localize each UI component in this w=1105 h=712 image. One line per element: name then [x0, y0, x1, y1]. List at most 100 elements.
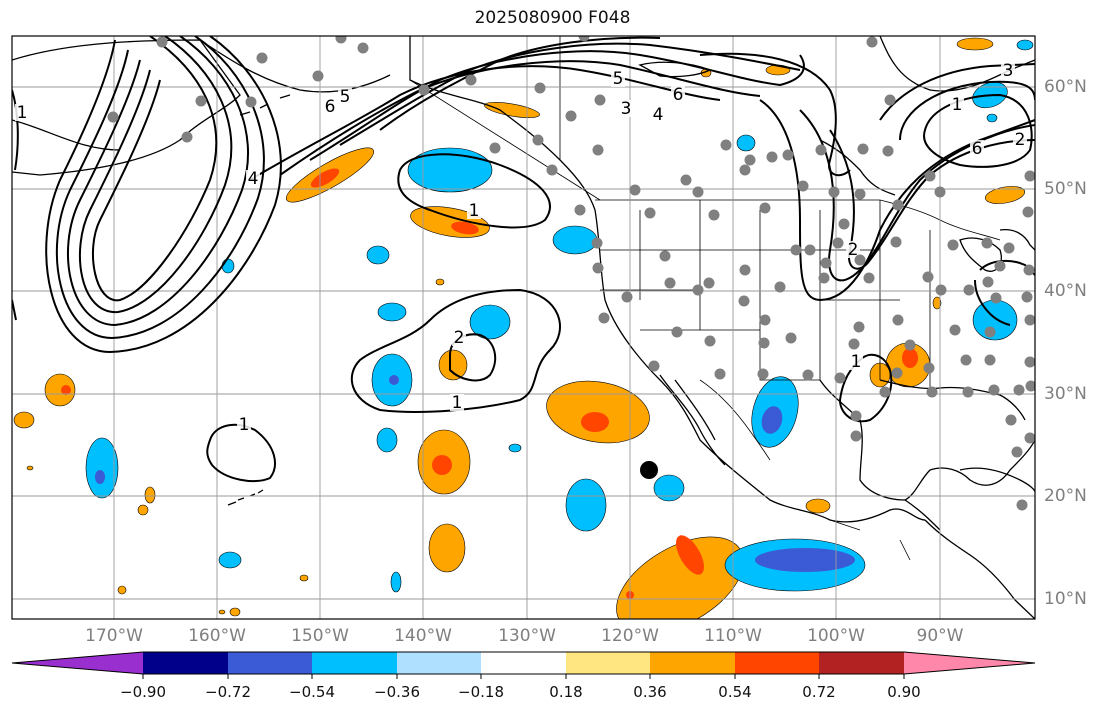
contour-label-background — [15, 104, 29, 121]
station-dot — [904, 339, 916, 351]
colorbar-tick: −0.18 — [458, 683, 504, 701]
station-dot — [592, 144, 604, 156]
negative-anomaly-area — [376, 427, 398, 453]
positive-anomaly-area — [546, 380, 650, 444]
station-dot — [720, 139, 732, 151]
station-dot — [782, 149, 794, 161]
negative-anomaly-area — [366, 245, 390, 265]
station-dot — [785, 332, 797, 344]
station-dot — [1023, 264, 1035, 276]
station-dot — [818, 272, 830, 284]
station-dot — [892, 199, 904, 211]
station-dot — [744, 154, 756, 166]
station-dot — [963, 284, 975, 296]
station-dot — [994, 260, 1006, 272]
station-dot — [926, 386, 938, 398]
negative-anomaly-area — [736, 134, 756, 152]
station-dot — [335, 36, 347, 44]
station-dot — [922, 271, 934, 283]
lon-label: 120°W — [601, 626, 659, 646]
lon-label: 170°W — [85, 626, 143, 646]
station-dot — [759, 314, 771, 326]
negative-anomaly-area — [552, 225, 598, 255]
station-dot — [107, 111, 119, 123]
negative-anomaly-area — [1016, 39, 1034, 51]
station-dot — [1003, 242, 1015, 254]
station-dot — [312, 70, 324, 82]
station-dot — [766, 151, 778, 163]
station-dot — [181, 131, 193, 143]
station-dot — [664, 277, 676, 289]
lat-label: 40°N — [1044, 281, 1087, 301]
station-dot — [680, 174, 692, 186]
station-dot — [1024, 356, 1035, 368]
contour-label: 5 — [340, 87, 351, 107]
positive-anomaly-area — [26, 465, 34, 471]
contour-label: 4 — [248, 169, 259, 189]
lon-label: 140°W — [394, 626, 452, 646]
colorbar-tick: 0.54 — [718, 683, 752, 701]
station-dot — [1024, 432, 1035, 444]
station-dot — [703, 277, 715, 289]
station-dot — [962, 386, 974, 398]
contour-label-background — [450, 394, 464, 411]
station-dot — [854, 188, 866, 200]
station-dot — [890, 236, 902, 248]
station-dot — [815, 144, 827, 156]
station-dot — [882, 145, 894, 157]
positive-anomaly-area — [484, 102, 540, 118]
station-dot — [853, 321, 865, 333]
positive-anomaly-area — [428, 523, 466, 573]
station-dot — [804, 244, 816, 256]
station-dot — [1024, 314, 1035, 326]
station-dot — [758, 337, 770, 349]
station-dot — [820, 257, 832, 269]
station-dot — [984, 326, 996, 338]
station-dot — [708, 209, 720, 221]
contour-label: 3 — [621, 99, 632, 119]
contour-label: 2 — [1015, 130, 1026, 150]
station-dot — [591, 237, 603, 249]
station-dot — [629, 184, 641, 196]
colorbar-tick: 0.72 — [802, 683, 836, 701]
station-dot — [1013, 384, 1025, 396]
station-dot — [1025, 380, 1035, 392]
station-dot — [759, 202, 771, 214]
station-dot — [739, 164, 751, 176]
station-dot — [739, 264, 751, 276]
contour-label: 1 — [851, 352, 862, 372]
station-dot — [984, 354, 996, 366]
contour-label: 1 — [239, 415, 250, 435]
station-dot — [774, 281, 786, 293]
station-dot — [935, 284, 947, 296]
positive-anomaly-area — [13, 411, 35, 429]
station-dots — [107, 36, 1035, 511]
station-dot — [156, 36, 168, 48]
station-dot — [981, 237, 993, 249]
station-dot — [692, 284, 704, 296]
station-dot — [879, 386, 891, 398]
lat-label: 60°N — [1044, 77, 1087, 97]
station-dot — [884, 94, 896, 106]
station-dot — [578, 36, 590, 42]
contour-label: 5 — [613, 69, 624, 89]
station-dot — [671, 326, 683, 338]
station-dot — [714, 368, 726, 380]
station-dot — [923, 362, 935, 374]
contour-label-background — [970, 140, 984, 157]
positive-anomaly-area — [932, 296, 942, 310]
colorbar-tick: 0.36 — [633, 683, 667, 701]
station-dot — [866, 36, 878, 48]
anomaly-shading — [13, 37, 1034, 619]
station-dot — [838, 218, 850, 230]
positive-anomaly-area — [902, 348, 918, 368]
station-dot — [947, 239, 959, 251]
positive-anomaly-area — [61, 385, 71, 395]
station-dot — [648, 360, 660, 372]
contour-label-background — [452, 329, 466, 346]
contour-label-background — [950, 96, 964, 113]
contour-label-background — [846, 241, 860, 258]
negative-anomaly-area — [508, 443, 522, 453]
colorbar-tick: −0.90 — [120, 683, 166, 701]
